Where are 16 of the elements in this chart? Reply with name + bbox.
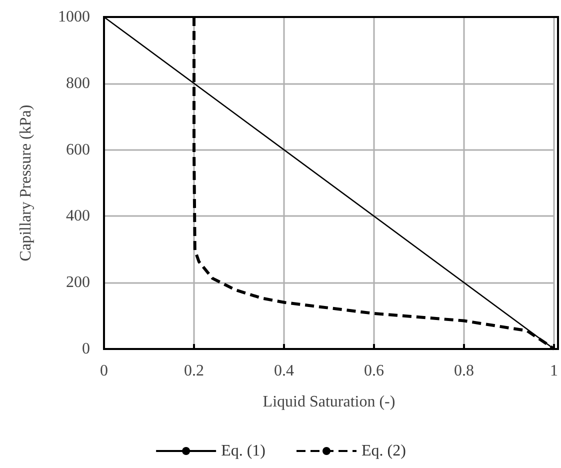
y-axis-title: Capillary Pressure (kPa) (18, 104, 34, 262)
x-tick-label: 0 (100, 362, 108, 380)
y-tick-label: 1000 (58, 8, 90, 26)
y-tick-label: 0 (82, 340, 90, 358)
x-tick-label: 0.4 (274, 362, 294, 380)
x-tick-label: 0.8 (454, 362, 474, 380)
x-axis-title: Liquid Saturation (-) (262, 394, 396, 410)
y-tick-label: 200 (66, 274, 90, 292)
x-tick-label: 0.6 (364, 362, 384, 380)
legend-label: Eq. (2) (362, 442, 406, 460)
y-tick-label: 600 (66, 141, 90, 158)
y-tick-label: 400 (66, 208, 90, 225)
y-tick-label: 800 (66, 74, 90, 92)
x-tick-label: 0.2 (184, 362, 204, 380)
x-tick-label: 1 (550, 362, 558, 380)
legend-label: Eq. (1) (221, 442, 266, 460)
